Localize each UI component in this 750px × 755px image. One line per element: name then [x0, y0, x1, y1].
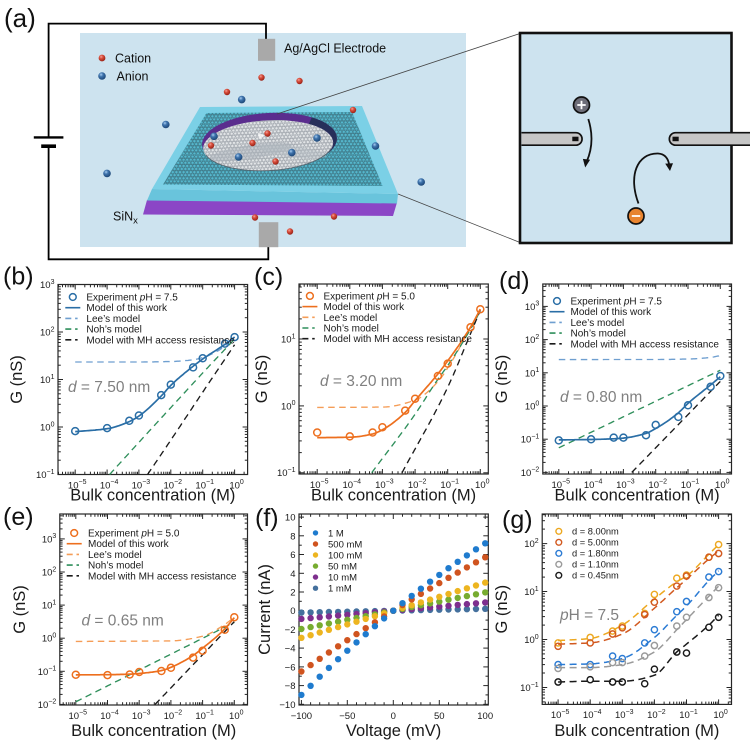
svg-text:Noh’s model: Noh’s model: [86, 325, 141, 336]
svg-text:d = 8.00nm: d = 8.00nm: [572, 527, 619, 537]
svg-text:Current (nA): Current (nA): [256, 564, 274, 655]
svg-text:Noh’s model: Noh’s model: [571, 329, 626, 340]
svg-text:Lee’s model: Lee’s model: [571, 318, 625, 329]
svg-text:−8: −8: [285, 681, 296, 692]
svg-text:4: 4: [290, 569, 295, 580]
svg-text:G (nS): G (nS): [8, 355, 26, 404]
svg-text:Noh’s model: Noh’s model: [88, 561, 143, 572]
svg-text:Bulk concentration (M): Bulk concentration (M): [555, 487, 720, 505]
svg-text:100: 100: [477, 711, 493, 722]
svg-text:50: 50: [434, 711, 445, 722]
svg-text:Ag/AgCl Electrode: Ag/AgCl Electrode: [284, 42, 386, 56]
svg-text:8: 8: [290, 531, 295, 542]
svg-text:G (nS): G (nS): [11, 585, 29, 634]
svg-text:10 mM: 10 mM: [328, 573, 357, 584]
svg-text:pH = 7.5: pH = 7.5: [559, 607, 619, 624]
svg-text:−100: −100: [291, 711, 312, 722]
svg-text:Cation: Cation: [115, 52, 151, 66]
svg-text:−6: −6: [285, 662, 296, 673]
svg-text:0: 0: [391, 711, 396, 722]
svg-text:d = 0.80 nm: d = 0.80 nm: [560, 389, 642, 406]
svg-text:6: 6: [290, 550, 295, 561]
svg-text:Experiment pH = 5.0: Experiment pH = 5.0: [324, 291, 416, 302]
svg-text:Anion: Anion: [117, 70, 149, 84]
svg-text:Model of this work: Model of this work: [571, 307, 653, 318]
svg-text:Model of this work: Model of this work: [88, 539, 170, 550]
svg-text:−10: −10: [279, 700, 295, 711]
svg-text:−2: −2: [285, 625, 296, 636]
svg-text:G (nS): G (nS): [253, 355, 271, 404]
svg-text:−50: −50: [339, 711, 355, 722]
svg-text:(a): (a): [4, 3, 36, 33]
svg-text:G (nS): G (nS): [493, 355, 511, 404]
svg-text:Model with MH access resistanc: Model with MH access resistance: [324, 334, 473, 345]
svg-text:d = 1.10nm: d = 1.10nm: [572, 560, 619, 570]
svg-text:d = 7.50 nm: d = 7.50 nm: [68, 379, 150, 396]
svg-text:10: 10: [285, 513, 296, 524]
svg-text:Lee’s model: Lee’s model: [86, 314, 140, 325]
svg-text:500 mM: 500 mM: [328, 539, 362, 550]
svg-text:Bulk concentration (M): Bulk concentration (M): [70, 487, 235, 505]
svg-text:Bulk concentration (M): Bulk concentration (M): [554, 722, 719, 740]
svg-text:Bulk concentration (M): Bulk concentration (M): [71, 722, 236, 740]
svg-text:Voltage (mV): Voltage (mV): [346, 722, 441, 740]
svg-text:(c): (c): [254, 263, 283, 291]
svg-text:G (nS): G (nS): [493, 585, 511, 634]
svg-text:Experiment pH = 7.5: Experiment pH = 7.5: [571, 297, 663, 308]
svg-text:(e): (e): [3, 503, 34, 531]
svg-text:Model with MH access resistanc: Model with MH access resistance: [86, 335, 235, 346]
svg-text:(g): (g): [502, 506, 533, 534]
svg-text:(f): (f): [255, 504, 279, 532]
svg-text:100 mM: 100 mM: [328, 550, 362, 561]
svg-text:Model with MH access resistanc: Model with MH access resistance: [571, 339, 720, 350]
svg-text:d = 5.00nm: d = 5.00nm: [572, 538, 619, 548]
svg-text:Model of this work: Model of this work: [86, 303, 168, 314]
svg-text:SiNx: SiNx: [113, 210, 138, 227]
svg-text:d = 3.20 nm: d = 3.20 nm: [320, 373, 402, 390]
svg-text:Model with MH access resistanc: Model with MH access resistance: [88, 571, 237, 582]
svg-text:0: 0: [290, 606, 295, 617]
svg-text:Lee’s model: Lee’s model: [324, 313, 378, 324]
svg-text:Model of this work: Model of this work: [324, 302, 406, 313]
svg-text:1 mM: 1 mM: [328, 584, 352, 595]
svg-text:d = 0.65 nm: d = 0.65 nm: [82, 613, 164, 630]
svg-text:Bulk concentration (M): Bulk concentration (M): [311, 487, 476, 505]
svg-text:−4: −4: [285, 644, 296, 655]
svg-text:Lee’s model: Lee’s model: [88, 550, 142, 561]
svg-text:50 mM: 50 mM: [328, 562, 357, 573]
svg-text:2: 2: [290, 588, 295, 599]
svg-text:Noh’s model: Noh’s model: [324, 324, 379, 335]
svg-text:d = 0.45nm: d = 0.45nm: [572, 571, 619, 581]
svg-text:(d): (d): [499, 267, 530, 295]
svg-text:Experiment pH = 5.0: Experiment pH = 5.0: [88, 529, 180, 540]
svg-text:1 M: 1 M: [328, 528, 344, 539]
svg-text:(b): (b): [3, 263, 34, 291]
svg-text:d = 1.80nm: d = 1.80nm: [572, 549, 619, 559]
svg-text:Experiment pH = 7.5: Experiment pH = 7.5: [86, 293, 178, 304]
